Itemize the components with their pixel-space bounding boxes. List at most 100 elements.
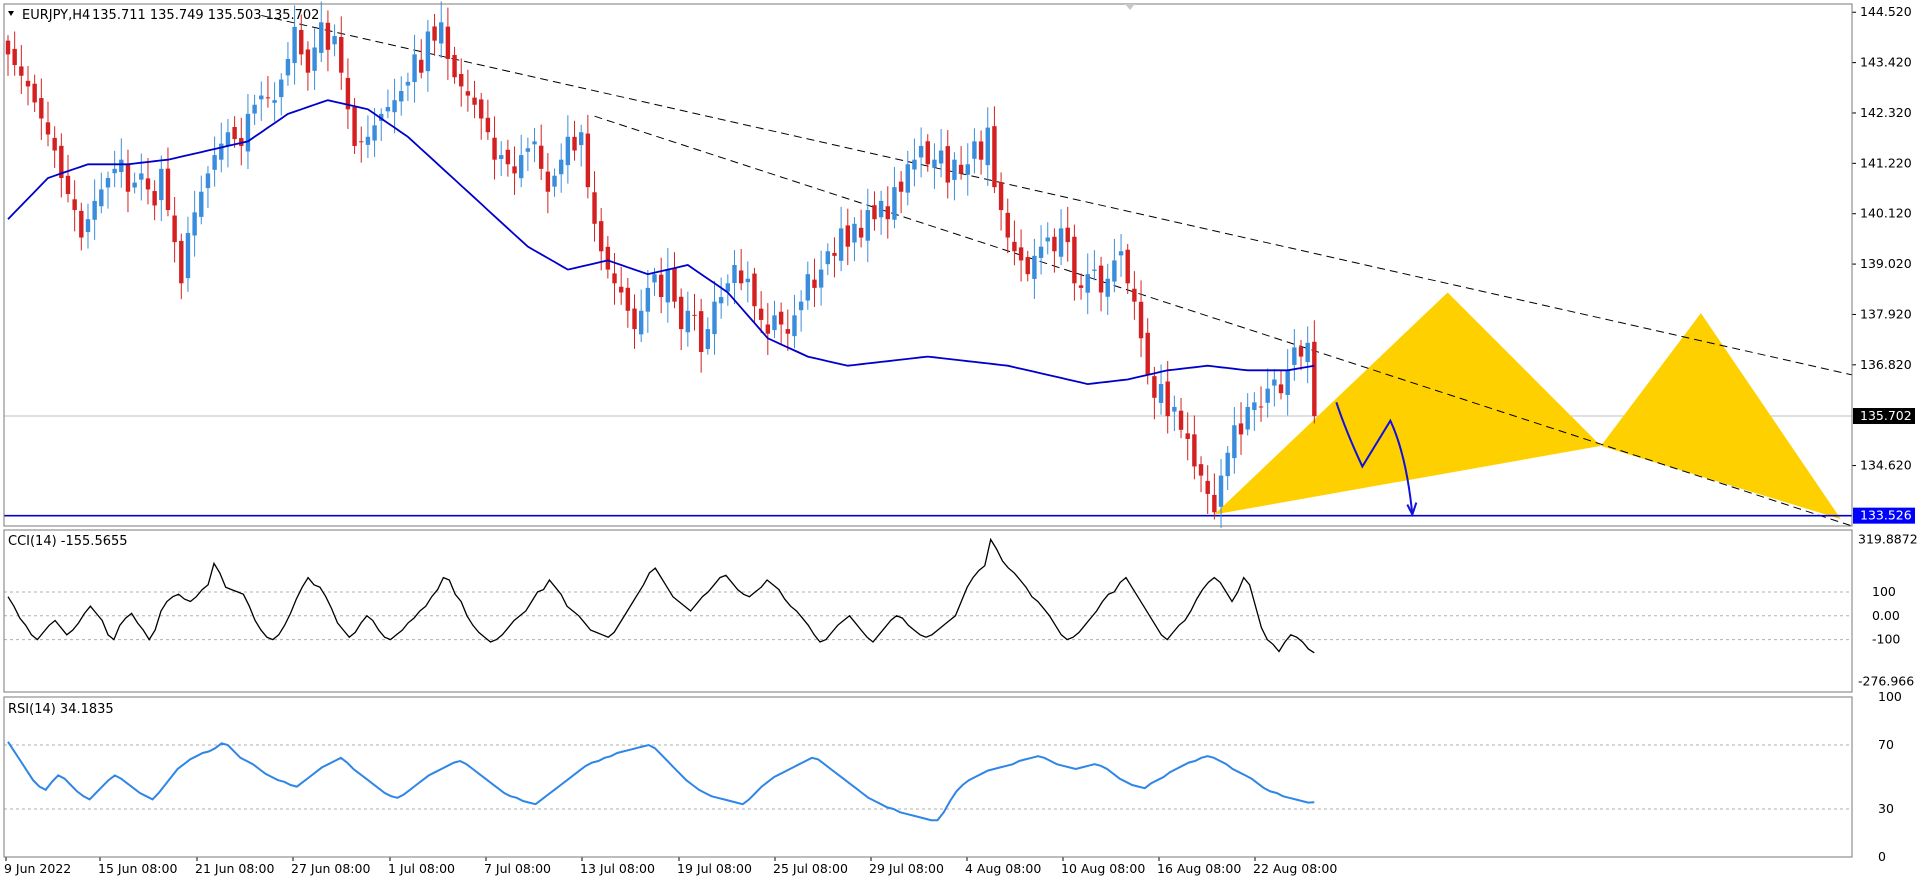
menu-triangle-icon[interactable] <box>8 11 14 16</box>
price-tick-label: 141.220 <box>1860 155 1912 170</box>
candle-body <box>72 199 77 211</box>
time-tick-label: 7 Jul 08:00 <box>484 861 551 876</box>
candle-body <box>385 107 391 112</box>
candle-body <box>1152 376 1157 398</box>
candle-body <box>525 148 531 152</box>
candle-body <box>1232 425 1237 459</box>
candle-body <box>1238 423 1244 435</box>
candle-body <box>832 252 837 256</box>
panel-frames <box>3 3 1853 858</box>
candle-body <box>558 159 564 175</box>
candle-body <box>272 100 277 103</box>
candle-body <box>465 91 471 96</box>
price-tick-label: 139.020 <box>1860 256 1912 271</box>
candle-body <box>752 273 757 307</box>
candle-body <box>652 274 657 283</box>
candle-body <box>459 73 464 87</box>
ohlc-values: 135.711 135.749 135.503 135.702 <box>92 8 319 23</box>
rsi-tick-label: 30 <box>1878 801 1894 816</box>
candle-body <box>159 168 164 201</box>
candle-body <box>292 26 297 64</box>
candle-body <box>572 136 577 151</box>
candle-body <box>265 97 271 99</box>
candle-body <box>119 159 124 173</box>
candle-body <box>139 173 144 180</box>
candle-body <box>1218 475 1224 507</box>
price-tick-label: 144.520 <box>1860 4 1912 19</box>
candle-body <box>92 200 97 220</box>
candle-body <box>1125 249 1130 284</box>
candle-body <box>565 136 571 166</box>
price-tick-label: 134.620 <box>1860 458 1912 473</box>
candle-body <box>259 95 264 100</box>
candle-body <box>918 145 924 158</box>
grid-layer <box>4 415 1852 810</box>
cci-tick-label: -100 <box>1872 632 1900 647</box>
rsi-panel-frame <box>3 696 1853 858</box>
time-tick-label: 13 Jul 08:00 <box>580 861 655 876</box>
candle-body <box>872 205 877 220</box>
candle-body <box>732 265 737 284</box>
time-tick-label: 16 Aug 08:00 <box>1157 861 1241 876</box>
candle-body <box>878 200 884 218</box>
trendlines <box>4 14 1853 527</box>
time-tick-label: 4 Aug 08:00 <box>965 861 1041 876</box>
candle-body <box>279 79 284 98</box>
candle-body <box>165 168 171 211</box>
cci-tick-label: 100 <box>1872 584 1896 599</box>
candle-body <box>1245 406 1250 430</box>
candle-body <box>39 98 44 119</box>
scroll-marker-icon[interactable] <box>1125 4 1135 10</box>
candle-body <box>499 155 504 159</box>
candle-body <box>612 273 617 284</box>
candle-body <box>1185 433 1190 439</box>
candle-body <box>305 49 311 73</box>
candle-body <box>712 301 717 335</box>
candle-body <box>399 91 404 102</box>
candle-body <box>1258 406 1264 408</box>
candle-body <box>299 29 304 55</box>
forecast-path <box>1335 402 1414 515</box>
candle-body <box>1252 402 1257 411</box>
candle-body <box>5 40 11 55</box>
candle-body <box>19 66 24 76</box>
candle-body <box>1292 347 1297 365</box>
price-tick-label: 140.120 <box>1860 206 1912 221</box>
candle-body <box>65 175 71 195</box>
candle-body <box>485 117 491 133</box>
candle-body <box>1052 236 1057 252</box>
candle-body <box>425 31 431 72</box>
candle-body <box>85 219 91 233</box>
candle-body <box>598 221 604 252</box>
axes: 144.520 143.420 142.320 141.220 140.120 139.0… <box>4 4 1918 876</box>
candle-body <box>392 100 397 113</box>
candle-body <box>1305 342 1310 363</box>
candle-body <box>412 54 417 82</box>
candle-body <box>45 122 51 135</box>
current-price-label: 135.702 <box>1860 408 1912 423</box>
candle-body <box>1085 274 1090 293</box>
time-tick-label: 29 Jul 08:00 <box>869 861 944 876</box>
candle-body <box>705 329 711 350</box>
candle-body <box>319 22 324 53</box>
candle-body <box>1265 388 1270 403</box>
candle-body <box>59 145 64 178</box>
candle-body <box>1132 288 1137 302</box>
candle-body <box>1272 379 1277 386</box>
candle-body <box>685 310 691 333</box>
candle-body <box>845 225 850 247</box>
time-tick-label: 19 Jul 08:00 <box>677 861 752 876</box>
candle-body <box>578 132 584 146</box>
candle-body <box>1278 384 1284 394</box>
candle-body <box>912 159 917 170</box>
candle-body <box>232 126 237 140</box>
candle-body <box>1105 278 1110 297</box>
candle-body <box>638 310 644 335</box>
candle-body <box>132 182 137 188</box>
time-tick-label: 22 Aug 08:00 <box>1253 861 1337 876</box>
candle-body <box>858 227 864 238</box>
candle-body <box>212 155 217 170</box>
candle-body <box>419 59 424 73</box>
cci-panel-frame <box>3 529 1853 693</box>
